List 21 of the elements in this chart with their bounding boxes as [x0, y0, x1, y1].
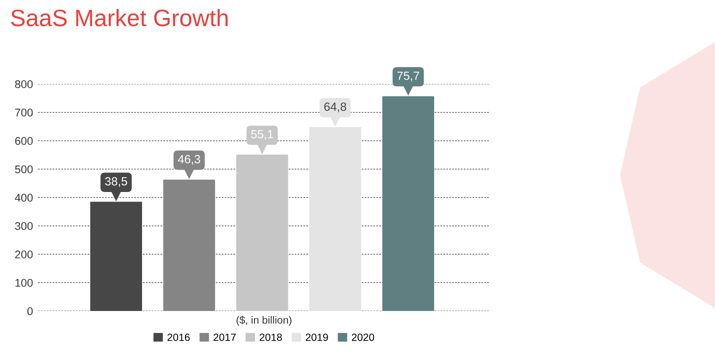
- y-tick-label: 100: [15, 278, 33, 287]
- legend-label: 2017: [214, 334, 236, 341]
- legend-label: 2018: [260, 334, 282, 341]
- x-axis-title: ($, in billion): [236, 316, 292, 326]
- annotation: 55,1: [251, 130, 274, 140]
- y-tick-label: 400: [14, 194, 33, 202]
- y-tick-label: 200: [15, 250, 33, 258]
- y-tick-label: 600: [15, 137, 33, 145]
- chart-title: SaaS Market Growth: [11, 8, 228, 26]
- legend-label: 2020: [352, 334, 374, 341]
- annotation: 64,8: [324, 102, 346, 112]
- legend-label: 2019: [306, 334, 328, 341]
- y-tick-label: 800: [15, 80, 33, 88]
- y-tick-label: 700: [15, 108, 33, 117]
- y-tick-label: 0: [27, 307, 33, 316]
- annotation: 38,5: [105, 177, 128, 187]
- annotation: 75,7: [397, 72, 420, 82]
- legend-label: 2016: [168, 334, 190, 341]
- y-tick-label: 300: [15, 222, 33, 230]
- y-tick-label: 500: [15, 165, 33, 174]
- annotation: 46,3: [178, 154, 200, 165]
